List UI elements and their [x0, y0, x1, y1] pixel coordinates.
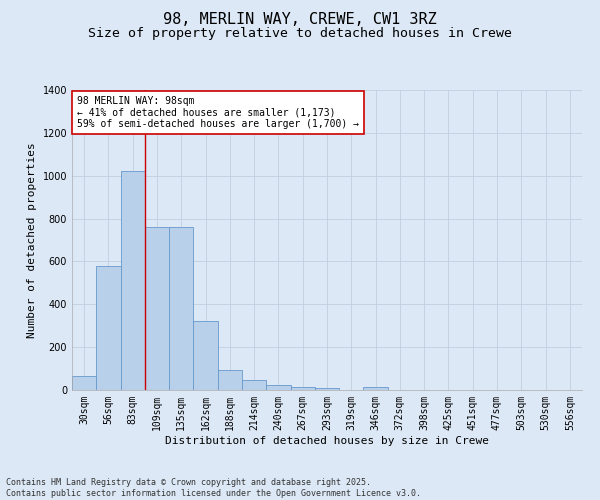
- Bar: [266, 384, 290, 390]
- Bar: [169, 227, 193, 390]
- Text: 98 MERLIN WAY: 98sqm
← 41% of detached houses are smaller (1,173)
59% of semi-de: 98 MERLIN WAY: 98sqm ← 41% of detached h…: [77, 96, 359, 129]
- Bar: [290, 387, 315, 390]
- X-axis label: Distribution of detached houses by size in Crewe: Distribution of detached houses by size …: [165, 436, 489, 446]
- Bar: [193, 322, 218, 390]
- Text: Contains HM Land Registry data © Crown copyright and database right 2025.
Contai: Contains HM Land Registry data © Crown c…: [6, 478, 421, 498]
- Text: 98, MERLIN WAY, CREWE, CW1 3RZ: 98, MERLIN WAY, CREWE, CW1 3RZ: [163, 12, 437, 28]
- Bar: [364, 388, 388, 390]
- Bar: [218, 370, 242, 390]
- Bar: [121, 172, 145, 390]
- Y-axis label: Number of detached properties: Number of detached properties: [27, 142, 37, 338]
- Bar: [242, 380, 266, 390]
- Bar: [315, 388, 339, 390]
- Text: Size of property relative to detached houses in Crewe: Size of property relative to detached ho…: [88, 28, 512, 40]
- Bar: [96, 266, 121, 390]
- Bar: [72, 376, 96, 390]
- Bar: [145, 227, 169, 390]
